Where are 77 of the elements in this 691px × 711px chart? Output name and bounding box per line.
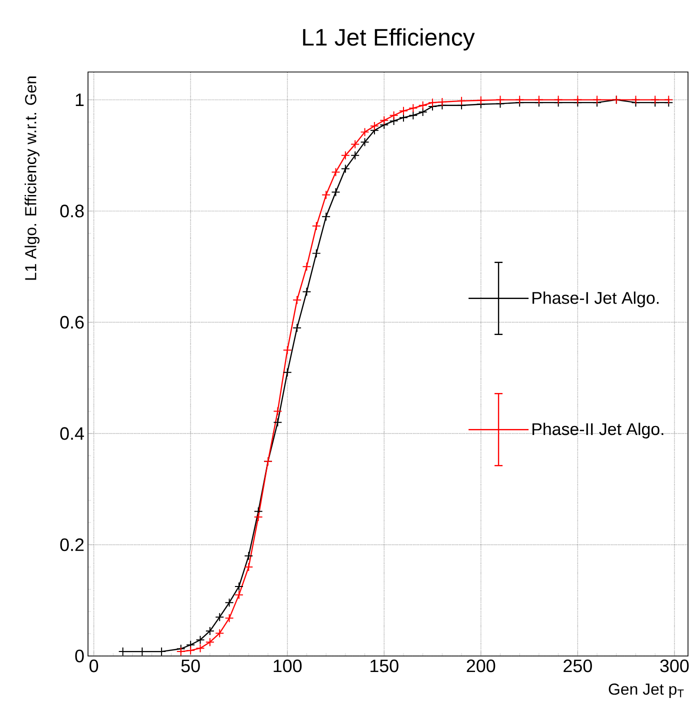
point <box>312 248 321 258</box>
point <box>254 512 263 522</box>
point <box>398 113 408 122</box>
point <box>186 646 196 655</box>
point <box>244 551 254 560</box>
point <box>282 368 292 377</box>
y-tick-label: 1 <box>76 94 84 106</box>
point <box>292 323 302 332</box>
legend-label: Phase-II Jet Algo. <box>532 422 664 438</box>
y-axis-title: L1 Algo. Efficiency w.r.t. Gen <box>24 76 40 280</box>
point <box>302 262 312 272</box>
point <box>631 95 640 104</box>
point <box>331 188 340 197</box>
point <box>650 95 660 104</box>
point <box>370 121 379 130</box>
point <box>312 222 321 231</box>
point <box>573 95 582 104</box>
point <box>302 287 312 296</box>
point <box>292 296 302 305</box>
point <box>360 128 370 137</box>
point <box>408 104 418 113</box>
point <box>418 100 428 110</box>
point <box>273 406 282 416</box>
point <box>254 506 263 516</box>
x-tick-label: 50 <box>181 660 200 672</box>
point <box>196 635 205 644</box>
x-tick-label: 200 <box>466 660 496 672</box>
point <box>592 95 602 104</box>
point <box>340 164 350 174</box>
y-tick-label: 0.6 <box>60 316 84 329</box>
point <box>554 95 563 104</box>
point <box>273 418 282 427</box>
point <box>408 110 418 120</box>
x-tick-label: 100 <box>274 660 302 672</box>
point <box>244 562 254 572</box>
point <box>322 212 331 222</box>
point <box>196 644 205 653</box>
x-tick-label: 250 <box>564 660 592 672</box>
point <box>340 150 350 160</box>
point <box>224 614 234 623</box>
point <box>186 640 196 650</box>
point <box>350 140 360 149</box>
point <box>350 150 360 160</box>
y-tick-label: 0 <box>75 650 84 662</box>
point <box>322 190 331 200</box>
point <box>664 95 674 104</box>
point <box>438 98 447 107</box>
point <box>380 116 389 125</box>
x-tick-label: 150 <box>370 660 398 672</box>
point <box>418 108 428 117</box>
x-axis-title: Gen Jet p$_{T}$ <box>608 684 684 698</box>
x-tick-label: 0 <box>90 660 98 672</box>
point <box>176 647 186 656</box>
point <box>360 138 370 147</box>
point <box>215 628 224 638</box>
chart-title: L1 Jet Efficiency <box>303 28 475 50</box>
legend-label: Phase-I Jet Algo. <box>532 292 659 308</box>
point <box>515 95 524 104</box>
point <box>224 598 234 608</box>
point <box>205 638 214 647</box>
point <box>389 110 398 120</box>
point <box>398 106 408 116</box>
y-tick-label: 0.2 <box>60 538 84 552</box>
point <box>234 582 244 591</box>
point <box>205 626 214 636</box>
point <box>215 612 224 622</box>
point <box>534 95 544 104</box>
point <box>331 168 340 177</box>
point <box>234 590 244 600</box>
point <box>496 95 505 104</box>
point <box>428 98 438 108</box>
y-tick-label: 0.4 <box>60 427 84 440</box>
x-tick-label: 300 <box>660 660 689 672</box>
y-tick-label: 0.8 <box>60 204 84 218</box>
point <box>476 96 486 105</box>
point <box>457 96 466 106</box>
point <box>282 346 292 355</box>
